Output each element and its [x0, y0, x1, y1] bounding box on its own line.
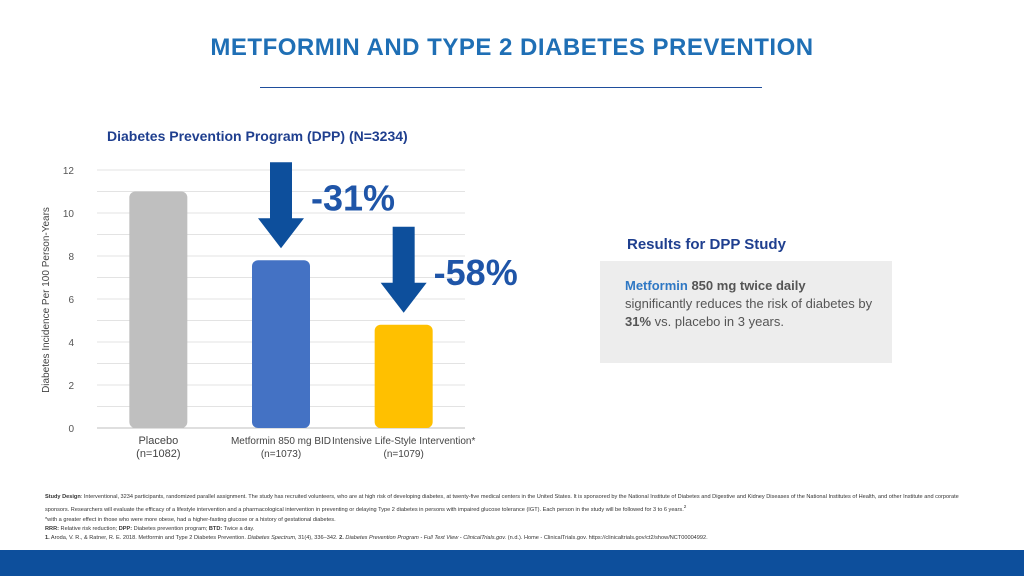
down-arrow	[380, 226, 427, 313]
results-text: Metformin 850 mg twice daily significantl…	[625, 277, 875, 331]
references: 1. Aroda, V. R., & Ratner, R. E. 2018. M…	[45, 535, 708, 542]
results-pct: 31%	[625, 314, 652, 329]
results-title: Results for DPP Study	[627, 236, 786, 253]
category-labels: Placebo(n=1082) Metformin 850 mg BID (n=10…	[136, 435, 475, 460]
footer-bar	[0, 550, 1024, 576]
category-count: (n=1082)	[136, 448, 180, 460]
reduction-arrows: -31% -58%	[258, 162, 518, 313]
y-tick-label: 2	[68, 381, 74, 392]
reduction-label: -31%	[311, 177, 395, 218]
bar	[252, 260, 310, 428]
category-count: (n=1079)	[384, 449, 424, 460]
footnotes: Study Design: Interventional, 3234 parti…	[45, 493, 980, 544]
category-label: Placebo	[138, 435, 178, 447]
footnote-note: *with a greater effect in those who were…	[45, 516, 336, 523]
results-box	[600, 261, 892, 363]
y-tick-label: 0	[68, 424, 74, 435]
bar	[374, 324, 433, 428]
category-label: Metformin 850 mg BID	[231, 436, 331, 447]
down-arrow	[258, 162, 304, 249]
y-tick-label: 8	[68, 252, 74, 263]
results-text-1: significantly reduces the risk of diabet…	[625, 296, 873, 311]
results-highlight: Metformin	[625, 278, 688, 293]
y-tick-label: 6	[68, 295, 74, 306]
results-dose: 850 mg twice daily	[687, 278, 806, 293]
study-design: Study Design: Interventional, 3234 parti…	[45, 494, 959, 514]
y-tick-label: 4	[68, 338, 74, 349]
chart-title: Diabetes Prevention Program (DPP) (N=323…	[107, 128, 408, 144]
results-text-2: vs. placebo in 3 years.	[651, 314, 784, 329]
y-axis-label: Diabetes Incidence Per 100 Person-Years	[41, 207, 52, 393]
reduction-label: -58%	[434, 252, 518, 293]
y-tick-label: 12	[63, 166, 75, 177]
y-tick-label: 10	[63, 209, 75, 220]
y-axis-ticks: 0 2 4 6 8 10 12	[63, 166, 75, 435]
abbreviations: RRR: Relative risk reduction; DPP: Diabe…	[45, 526, 255, 533]
bar	[129, 191, 188, 428]
bars	[129, 191, 433, 428]
category-count: (n=1073)	[261, 449, 301, 460]
title-divider	[260, 87, 762, 88]
category-label: Intensive Life-Style Intervention*	[332, 436, 476, 447]
page-title: METFORMIN AND TYPE 2 DIABETES PREVENTION	[210, 34, 814, 61]
